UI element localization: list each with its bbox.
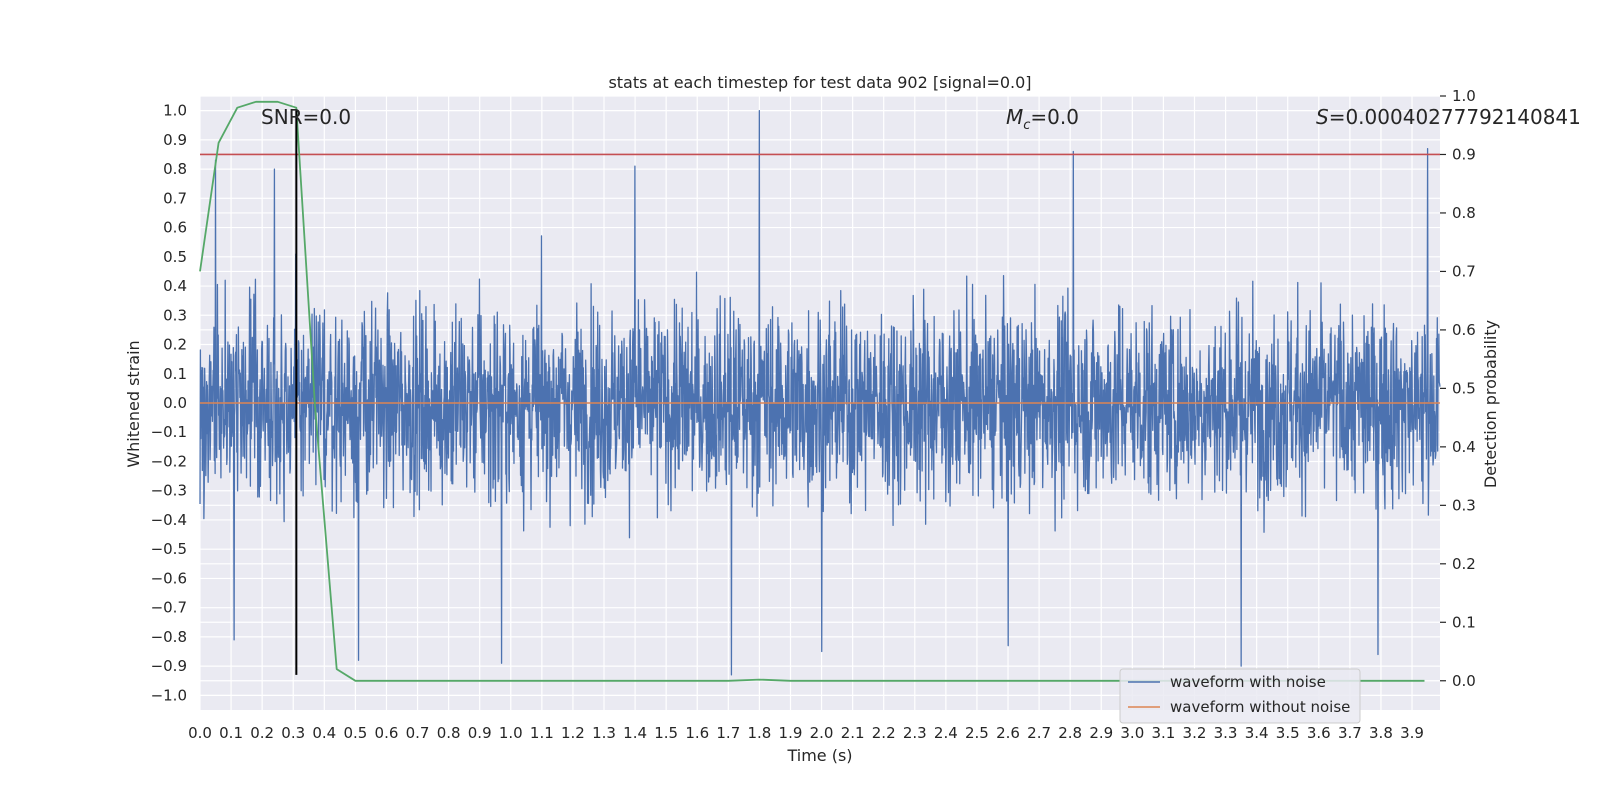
lines-layer: [199, 100, 1440, 682]
x-tick-label: 2.1: [841, 724, 865, 742]
right-tick-label: 0.4: [1452, 438, 1476, 456]
y-tick-label: −0.1: [151, 423, 187, 441]
x-tick-label: 1.8: [747, 724, 771, 742]
x-axis-ticks: 0.0 0.1 0.2 0.3 0.4 0.5 0.6 0.7 0.8 0.9 1.0 1.1 1.2 1…: [188, 724, 1424, 742]
y-tick-label: 0.2: [163, 336, 187, 354]
right-axis-label: Detection probability: [1481, 320, 1500, 488]
y-tick-label: −1.0: [151, 686, 187, 704]
x-tick-label: 3.5: [1276, 724, 1300, 742]
y-tick-label: −0.4: [151, 511, 187, 529]
x-tick-label: 2.6: [996, 724, 1020, 742]
right-tick-label: 0.2: [1452, 555, 1476, 573]
x-tick-label: 0.0: [188, 724, 212, 742]
x-tick-label: 1.4: [623, 724, 647, 742]
y-tick-label: 0.5: [163, 248, 187, 266]
y-axis-label: Whitened strain: [124, 340, 143, 467]
y-tick-label: −0.9: [151, 657, 187, 675]
x-tick-label: 1.0: [499, 724, 523, 742]
x-tick-label: 0.9: [468, 724, 492, 742]
x-tick-label: 0.3: [281, 724, 305, 742]
snr-annotation: SNR=0.0: [261, 105, 351, 129]
x-tick-label: 1.7: [716, 724, 740, 742]
legend-box: [1119, 668, 1361, 724]
right-tick-label: 0.6: [1452, 321, 1476, 339]
x-tick-label: 2.9: [1089, 724, 1113, 742]
right-tick-label: 1.0: [1452, 87, 1476, 105]
x-tick-label: 0.5: [343, 724, 367, 742]
right-tick-label: 0.5: [1452, 379, 1476, 397]
y-tick-label: −0.7: [151, 599, 187, 617]
x-tick-label: 0.7: [406, 724, 430, 742]
y-tick-label: −0.3: [151, 482, 187, 500]
x-tick-label: 1.2: [561, 724, 585, 742]
y-tick-label: 0.4: [163, 277, 187, 295]
x-tick-label: 2.3: [903, 724, 927, 742]
y-tick-label: −0.6: [151, 569, 187, 587]
x-tick-label: 3.3: [1214, 724, 1238, 742]
y-tick-label: 1.0: [163, 102, 187, 120]
x-tick-label: 1.9: [779, 724, 803, 742]
x-tick-label: 3.7: [1338, 724, 1362, 742]
x-tick-label: 1.1: [530, 724, 554, 742]
y-axis-ticks: 1.0 0.9 0.8 0.7 0.6 0.5 0.4 0.3 0.2 0.1 0.0 −0.1 −0.…: [151, 102, 187, 705]
right-tick-label: 0.3: [1452, 496, 1476, 514]
chirp-mass-value: =0.0: [1030, 105, 1079, 129]
detection-probability-line: [199, 100, 1425, 682]
s-statistic-annotation: S=0.00040277792140841: [1316, 105, 1581, 129]
x-tick-label: 2.4: [934, 724, 958, 742]
x-tick-label: 0.4: [312, 724, 336, 742]
chirp-mass-symbol: M: [1006, 105, 1023, 129]
x-tick-label: 0.2: [250, 724, 274, 742]
x-tick-label: 1.3: [592, 724, 616, 742]
right-axis-ticks: 1.0 0.9 0.8 0.7 0.6 0.5 0.4 0.3 0.2 0.1 0.0: [1440, 87, 1476, 690]
right-tick-label: 0.1: [1452, 613, 1476, 631]
x-tick-label: 2.5: [965, 724, 989, 742]
x-tick-label: 3.6: [1307, 724, 1331, 742]
right-tick-label: 0.7: [1452, 262, 1476, 280]
legend-label-noise: waveform with noise: [1170, 673, 1326, 691]
x-tick-label: 3.1: [1151, 724, 1175, 742]
y-tick-label: −0.2: [151, 452, 187, 470]
right-tick-label: 0.8: [1452, 204, 1476, 222]
waveform-with-noise-series: [199, 109, 1441, 676]
chart-title: stats at each timestep for test data 902…: [608, 73, 1031, 92]
y-tick-label: −0.5: [151, 540, 187, 558]
y-tick-label: 0.0: [163, 394, 187, 412]
s-statistic-symbol: S: [1316, 105, 1329, 129]
y-tick-label: 0.9: [163, 131, 187, 149]
x-tick-label: 0.1: [219, 724, 243, 742]
x-tick-label: 1.5: [654, 724, 678, 742]
y-tick-label: 0.6: [163, 219, 187, 237]
x-tick-label: 1.6: [685, 724, 709, 742]
x-tick-label: 3.8: [1369, 724, 1393, 742]
x-tick-label: 2.2: [872, 724, 896, 742]
y-tick-label: −0.8: [151, 628, 187, 646]
y-tick-label: 0.1: [163, 365, 187, 383]
x-tick-label: 3.9: [1400, 724, 1424, 742]
right-tick-label: 0.9: [1452, 145, 1476, 163]
x-tick-label: 3.4: [1245, 724, 1269, 742]
y-tick-label: 0.7: [163, 189, 187, 207]
x-axis-label: Time (s): [786, 746, 852, 765]
x-tick-label: 2.8: [1058, 724, 1082, 742]
chirp-mass-annotation: Mc=0.0: [1006, 105, 1079, 133]
legend: waveform with noise waveform without noi…: [1119, 668, 1361, 724]
x-tick-label: 0.8: [437, 724, 461, 742]
right-tick-label: 0.0: [1452, 672, 1476, 690]
chirp-mass-subscript: c: [1023, 118, 1030, 133]
legend-label-clean: waveform without noise: [1170, 698, 1350, 716]
x-tick-label: 2.7: [1027, 724, 1051, 742]
y-tick-label: 0.8: [163, 160, 187, 178]
x-tick-label: 3.2: [1183, 724, 1207, 742]
x-tick-label: 0.6: [375, 724, 399, 742]
x-tick-label: 2.0: [810, 724, 834, 742]
noise-waveform-path: [199, 109, 1441, 676]
s-statistic-value: =0.00040277792140841: [1329, 105, 1581, 129]
y-tick-label: 0.3: [163, 306, 187, 324]
x-tick-label: 3.0: [1120, 724, 1144, 742]
